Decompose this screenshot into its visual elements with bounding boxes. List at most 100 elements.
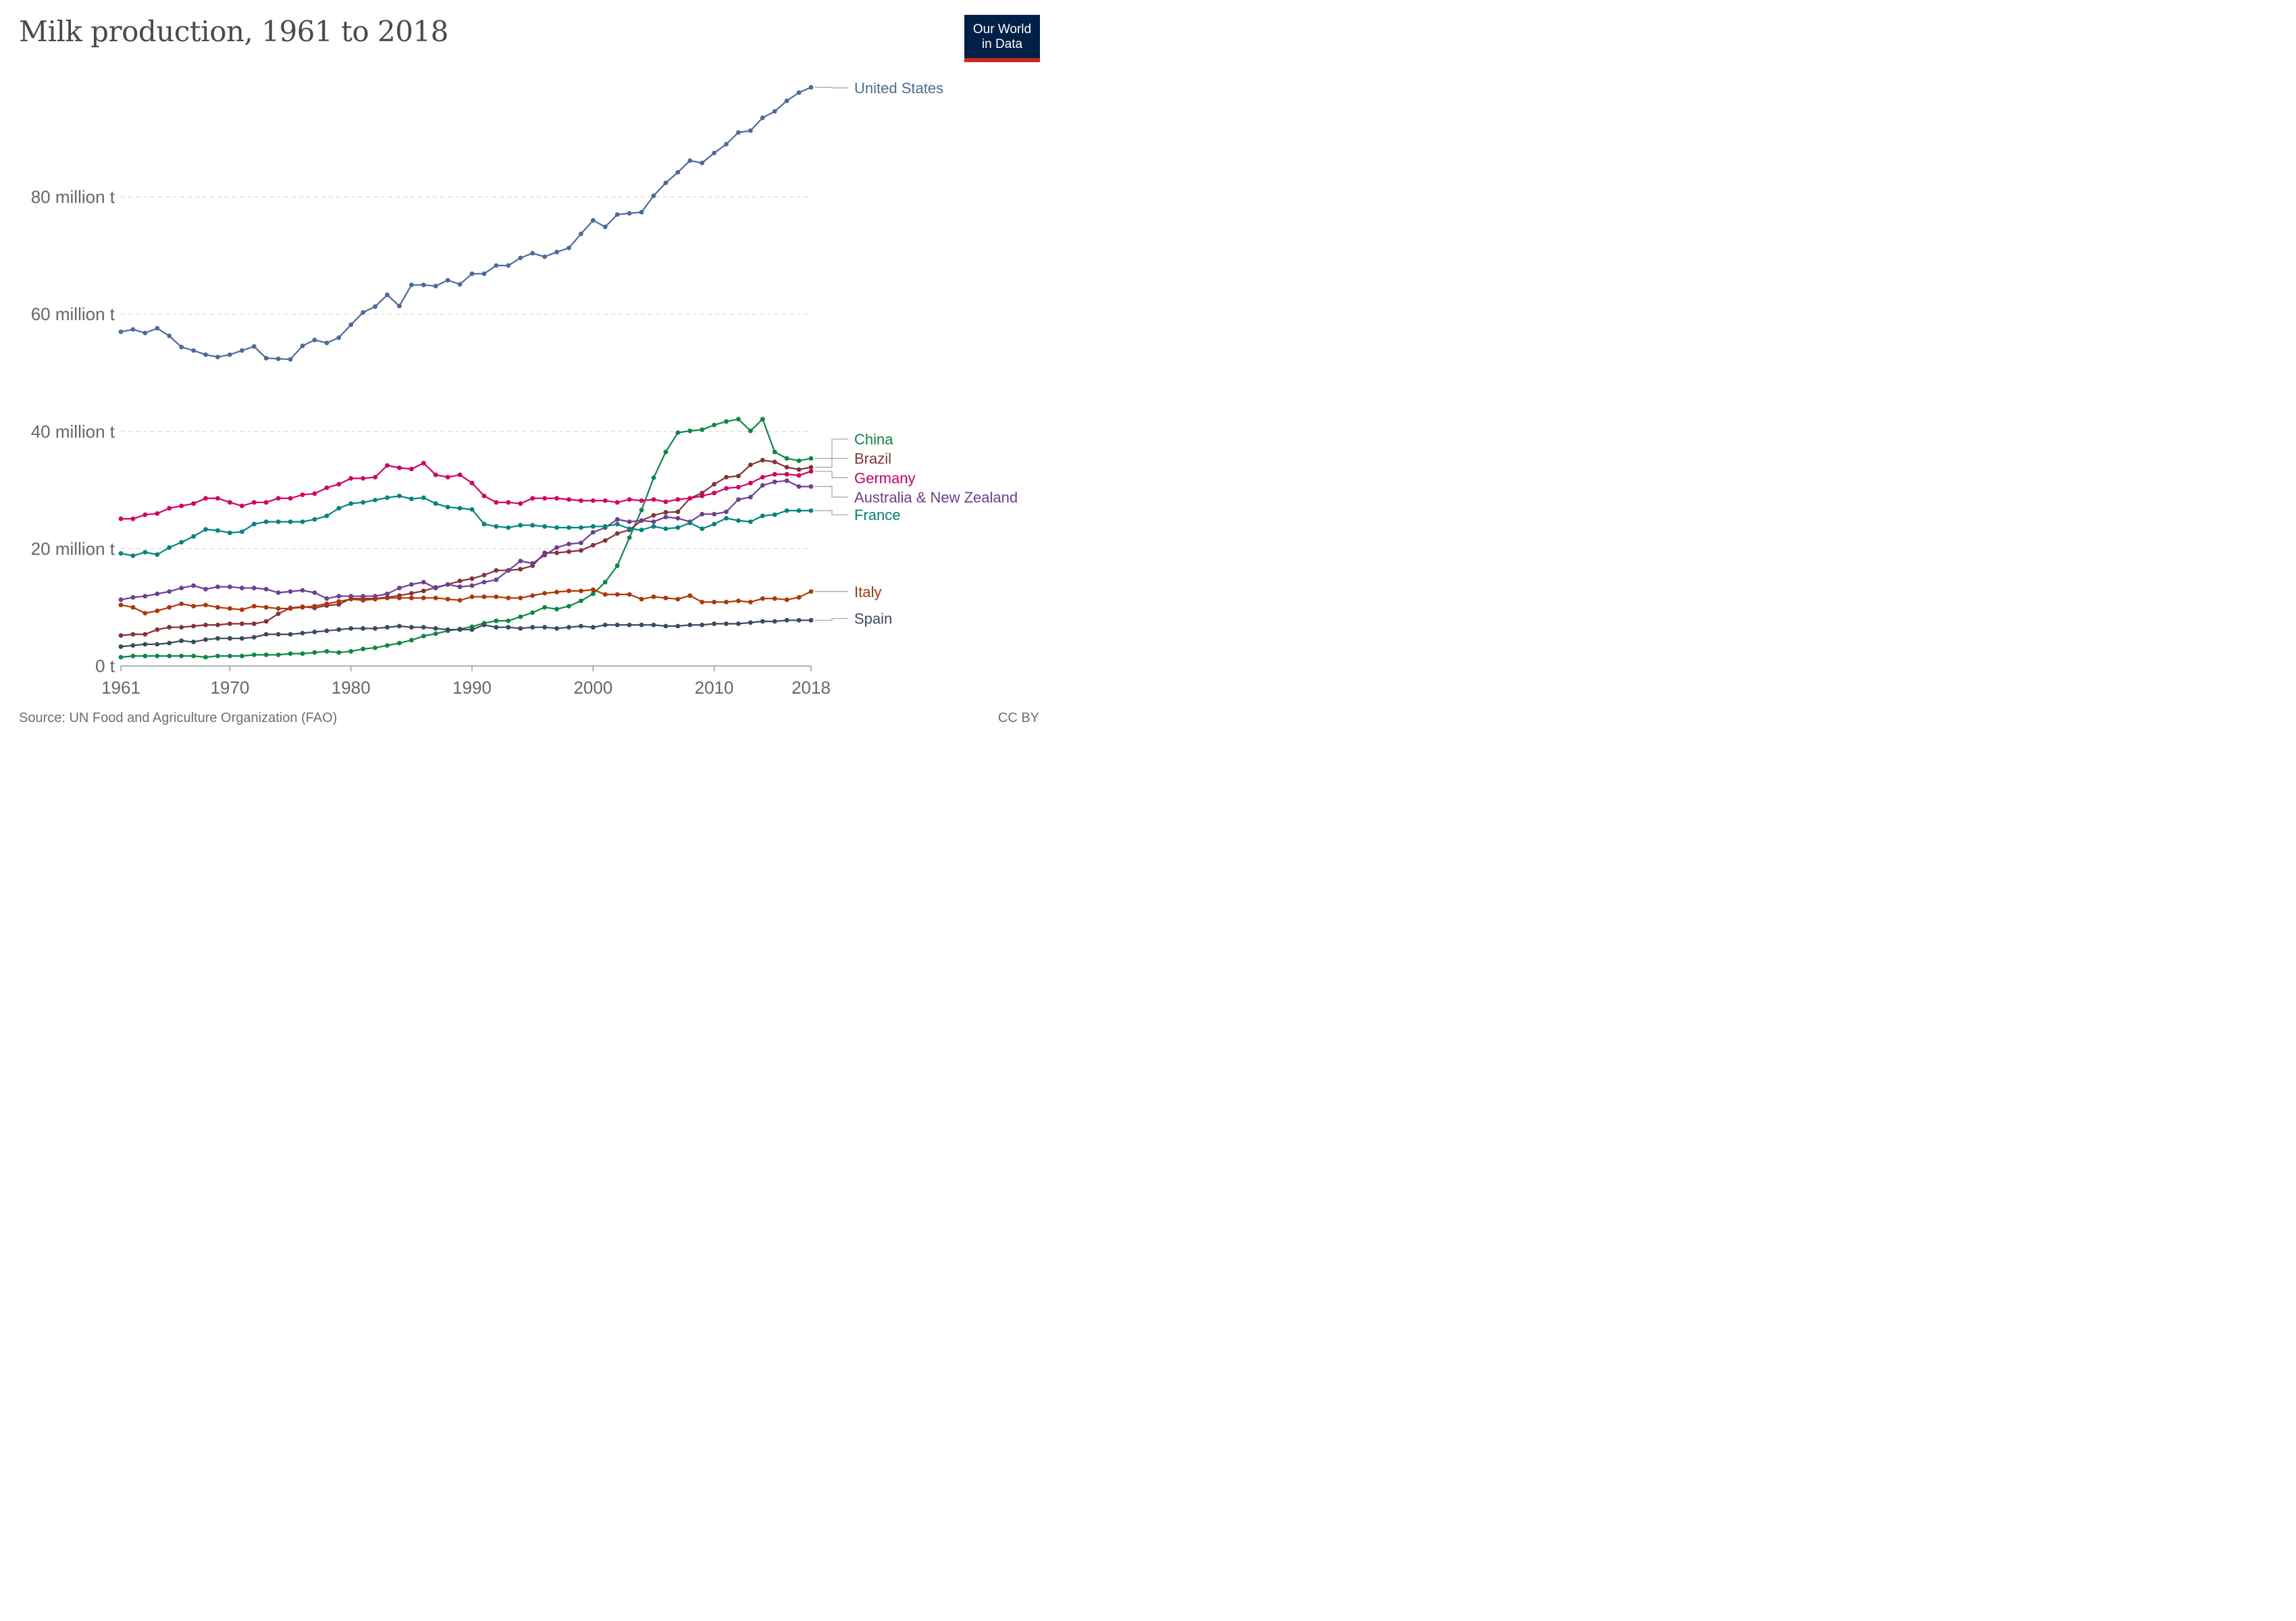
license-link[interactable]: CC BY [997, 711, 1039, 725]
data-point [554, 590, 559, 595]
data-point [469, 507, 475, 512]
data-point [494, 577, 499, 582]
data-point [602, 592, 608, 597]
data-point [567, 525, 571, 530]
data-point [712, 511, 716, 517]
data-point [578, 498, 583, 503]
x-tick-label: 1970 [210, 677, 249, 698]
data-point [784, 471, 789, 477]
x-tick-label: 2010 [695, 677, 734, 698]
data-point [276, 632, 281, 637]
data-point [663, 515, 669, 519]
data-point [324, 596, 330, 601]
data-point [300, 604, 305, 610]
source-note[interactable]: Source: UN Food and Agriculture Organiza… [19, 711, 338, 725]
data-point [627, 519, 632, 524]
data-point [808, 589, 814, 594]
data-point [251, 586, 257, 590]
data-point [276, 519, 281, 524]
data-point [639, 209, 644, 215]
data-point [396, 623, 402, 629]
data-point [348, 596, 354, 602]
data-point [179, 586, 184, 590]
data-point [421, 595, 426, 600]
data-point [542, 254, 547, 259]
data-point [300, 343, 305, 349]
data-point [687, 520, 693, 525]
data-point [167, 640, 172, 646]
data-point [494, 625, 499, 630]
data-point [167, 333, 172, 338]
data-point [373, 304, 377, 309]
data-point [590, 217, 596, 223]
data-point [215, 653, 220, 659]
data-point [663, 526, 669, 532]
data-point [276, 606, 281, 611]
data-point [118, 654, 124, 660]
series-label: Australia & New Zealand [854, 489, 1018, 506]
data-point [760, 475, 765, 480]
data-point [615, 563, 620, 568]
data-point [567, 588, 571, 594]
data-point [494, 500, 499, 505]
data-point [396, 586, 402, 590]
data-point [518, 614, 523, 619]
data-point [578, 231, 583, 236]
data-point [179, 503, 184, 509]
series-line [120, 480, 811, 600]
data-point [506, 500, 511, 505]
data-point [324, 628, 330, 634]
data-point [651, 524, 656, 529]
data-point [130, 595, 136, 600]
data-point [590, 498, 596, 503]
data-point [251, 521, 257, 527]
data-point [142, 594, 148, 599]
data-point [385, 625, 390, 630]
series-line [120, 619, 811, 648]
data-point [736, 130, 741, 135]
data-point [348, 475, 354, 481]
data-point [288, 606, 293, 611]
data-point [421, 495, 426, 500]
data-point [421, 634, 426, 639]
data-point [130, 553, 136, 559]
data-point [796, 467, 802, 472]
data-point [155, 653, 160, 659]
series-line [120, 459, 812, 636]
data-point [191, 534, 196, 539]
series-china [118, 417, 814, 660]
data-point [796, 458, 802, 463]
data-point [578, 588, 583, 594]
data-point [772, 512, 777, 517]
data-point [627, 592, 632, 597]
data-point [203, 352, 208, 357]
data-point [675, 430, 681, 435]
data-point [373, 497, 377, 503]
data-point [288, 519, 293, 524]
data-point [518, 567, 523, 572]
data-point [748, 462, 753, 467]
label-connector [815, 486, 848, 498]
data-point [554, 249, 559, 255]
data-point [639, 518, 644, 523]
data-point [118, 633, 124, 638]
owid-logo[interactable]: Our World in Data [964, 15, 1040, 62]
data-point [481, 573, 487, 577]
data-point [772, 449, 777, 455]
data-point [191, 653, 196, 659]
data-point [760, 457, 765, 463]
data-point [627, 211, 632, 216]
series-label: Germany [854, 469, 915, 486]
data-point [203, 622, 208, 627]
data-point [481, 521, 487, 527]
data-point [748, 620, 753, 625]
data-point [167, 653, 172, 659]
data-point [627, 497, 632, 502]
data-point [324, 513, 330, 519]
data-point [203, 496, 208, 501]
data-point [227, 352, 232, 357]
data-point [215, 355, 220, 359]
data-point [130, 604, 136, 610]
data-point [772, 619, 777, 624]
data-point [687, 428, 693, 434]
